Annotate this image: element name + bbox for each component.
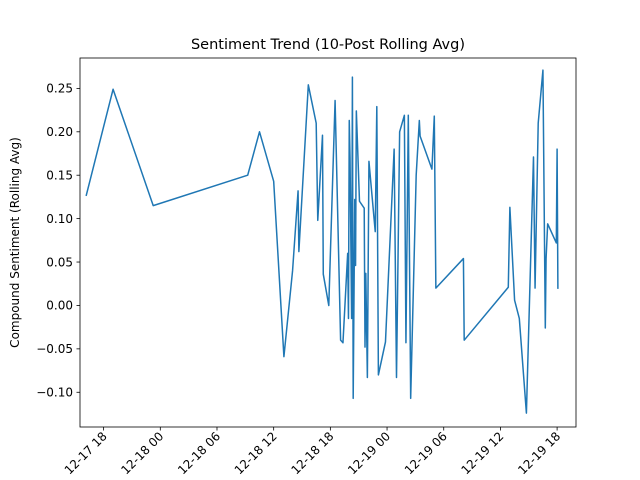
chart-title: Sentiment Trend (10-Post Rolling Avg) <box>191 37 465 53</box>
y-tick-label: 0.25 <box>46 82 73 96</box>
y-tick-label: −0.10 <box>36 386 73 400</box>
y-tick-label: 0.10 <box>46 212 73 226</box>
y-tick-label: 0.05 <box>46 255 73 269</box>
y-axis-label: Compound Sentiment (Rolling Avg) <box>8 137 22 348</box>
y-tick-label: 0.20 <box>46 125 73 139</box>
axes-frame <box>79 57 577 428</box>
y-tick-label: 0.15 <box>46 169 73 183</box>
y-tick-label: −0.05 <box>36 342 73 356</box>
y-tick-label: 0.00 <box>46 299 73 313</box>
sentiment-series-line <box>85 69 559 414</box>
